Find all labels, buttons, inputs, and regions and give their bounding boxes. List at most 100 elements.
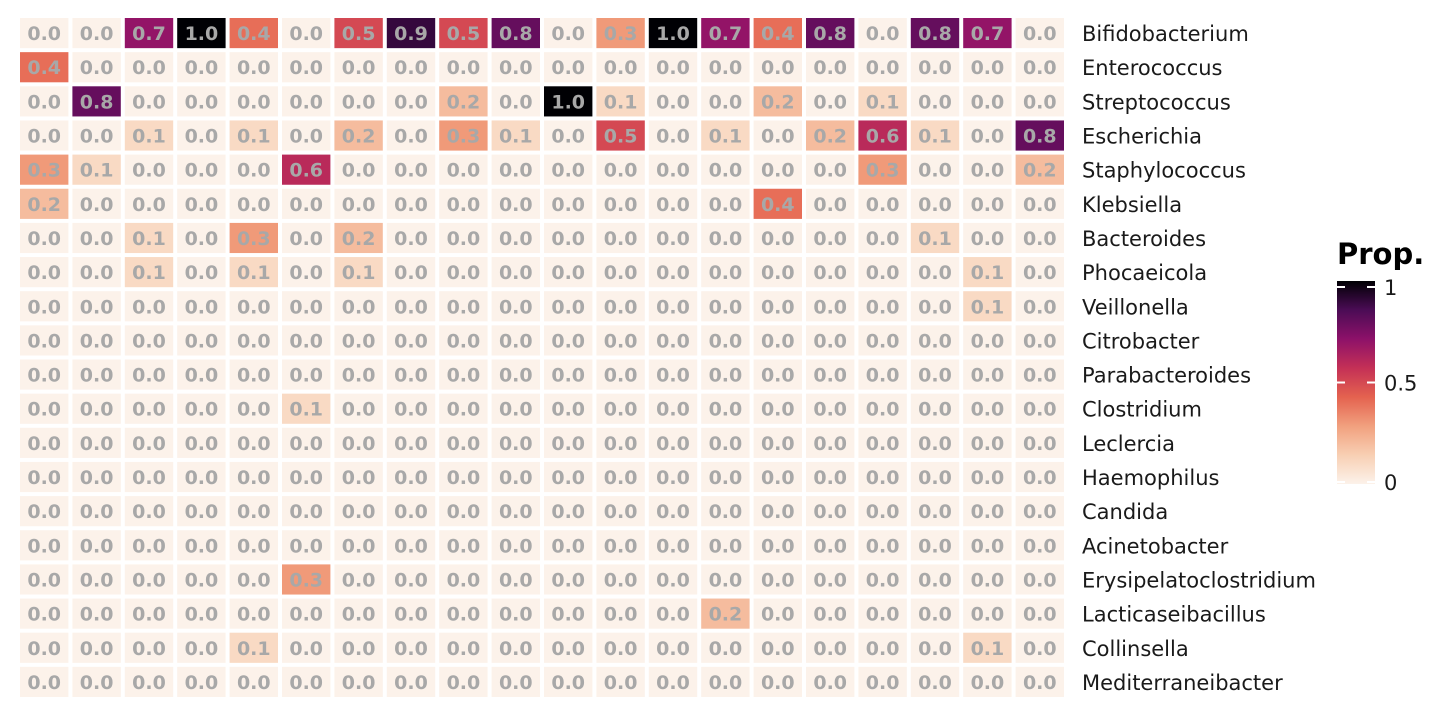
heatmap-cell-label: 0.0	[551, 262, 585, 284]
heatmap-cell: 0.0	[72, 598, 121, 629]
heatmap-cell: 0.0	[491, 564, 540, 595]
heatmap-cell: 0.0	[282, 359, 331, 390]
heatmap-cell-fill	[648, 530, 698, 561]
heatmap-cell: 0.0	[1015, 257, 1064, 288]
heatmap-cell-label: 0.0	[656, 262, 690, 284]
heatmap-cell: 0.0	[229, 564, 278, 595]
heatmap-cell-label: 0.1	[499, 126, 533, 148]
heatmap-cell-fill	[177, 154, 226, 185]
heatmap-cell-label: 0.0	[709, 228, 743, 250]
heatmap-cell-label: 0.3	[27, 160, 61, 182]
heatmap-cell-fill	[20, 257, 69, 288]
heatmap-cell: 0.0	[858, 598, 907, 629]
heatmap-cell: 0.0	[439, 52, 488, 83]
heatmap-cell-fill	[20, 325, 69, 356]
heatmap-cell: 0.0	[229, 359, 278, 390]
heatmap-cell: 0.0	[701, 86, 750, 117]
heatmap-cell-label: 0.0	[1023, 228, 1057, 250]
heatmap-cell: 0.0	[648, 564, 698, 595]
heatmap-cell: 0.0	[753, 257, 802, 288]
heatmap-cell-label: 0.0	[447, 194, 481, 216]
heatmap-cell-fill	[386, 188, 436, 219]
heatmap-cell-label: 0.0	[761, 126, 795, 148]
heatmap-cell-label: 0.0	[1023, 672, 1057, 694]
heatmap-cell-fill	[124, 427, 174, 458]
row-label: Candida	[1082, 500, 1168, 524]
heatmap-cell-fill	[910, 18, 960, 49]
heatmap-cell: 0.0	[910, 359, 960, 390]
heatmap-cell-label: 0.0	[27, 672, 61, 694]
heatmap-cell: 0.0	[963, 393, 1012, 424]
heatmap-cell: 0.0	[701, 393, 750, 424]
heatmap-cell-fill	[858, 598, 907, 629]
heatmap-cell: 0.0	[753, 222, 802, 254]
heatmap-cell: 0.0	[491, 359, 540, 390]
heatmap-cell-fill	[72, 154, 121, 185]
heatmap-cell-label: 0.0	[394, 228, 428, 250]
heatmap-cell: 0.2	[1015, 154, 1064, 185]
heatmap-cell: 0.0	[124, 530, 174, 561]
heatmap-cell: 0.0	[701, 222, 750, 254]
heatmap-cell-label: 0.8	[1023, 126, 1057, 148]
heatmap-cell-fill	[334, 154, 383, 185]
heatmap-cell-fill	[858, 18, 907, 49]
heatmap-cell: 0.0	[701, 666, 750, 697]
heatmap-cell-label: 0.0	[185, 604, 219, 626]
heatmap-cell: 0.0	[282, 86, 331, 117]
row-label: Erysipelatoclostridium	[1082, 568, 1316, 592]
heatmap-cell: 0.0	[596, 188, 645, 219]
heatmap-cell-fill	[491, 461, 540, 493]
heatmap-cell-label: 0.0	[80, 262, 114, 284]
heatmap-cell-fill	[177, 461, 226, 493]
heatmap-cell: 0.0	[596, 632, 645, 663]
heatmap-cell-fill	[806, 154, 855, 185]
heatmap-cell: 0.1	[963, 632, 1012, 663]
heatmap-cell-fill	[596, 359, 645, 390]
heatmap-cell-label: 0.0	[342, 433, 376, 455]
heatmap-cell-label: 0.0	[394, 433, 428, 455]
heatmap-cell-label: 0.0	[132, 194, 166, 216]
heatmap-cell: 0.0	[806, 257, 855, 288]
heatmap-cell-fill	[544, 52, 593, 83]
heatmap-cell: 0.0	[491, 393, 540, 424]
heatmap-cell-fill	[648, 222, 698, 254]
heatmap-cell-label: 0.0	[656, 296, 690, 318]
heatmap-cell-fill	[491, 632, 540, 663]
heatmap-cell-fill	[177, 359, 226, 390]
heatmap-cell: 0.0	[753, 291, 802, 322]
heatmap-cell: 0.0	[648, 393, 698, 424]
heatmap-cell-fill	[72, 359, 121, 390]
heatmap-cell-label: 0.0	[761, 433, 795, 455]
heatmap-cell-label: 0.0	[185, 365, 219, 387]
heatmap-cell-fill	[806, 325, 855, 356]
heatmap-cell-fill	[910, 598, 960, 629]
heatmap-cell: 0.0	[544, 325, 593, 356]
heatmap-cell-fill	[648, 188, 698, 219]
heatmap-cell: 0.0	[753, 359, 802, 390]
heatmap-cell-fill	[858, 86, 907, 117]
heatmap-cell: 0.0	[910, 188, 960, 219]
heatmap-cell: 0.0	[648, 530, 698, 561]
heatmap-cell: 0.0	[1015, 530, 1064, 561]
heatmap-cell: 0.0	[648, 222, 698, 254]
heatmap-cell: 0.0	[858, 461, 907, 493]
heatmap-cell-fill	[439, 530, 488, 561]
heatmap-cell: 0.0	[910, 393, 960, 424]
heatmap-cell-fill	[753, 666, 802, 697]
heatmap-cell-fill	[806, 18, 855, 49]
heatmap-cell-fill	[701, 666, 750, 697]
heatmap-cell: 0.0	[963, 325, 1012, 356]
heatmap-cell-label: 0.0	[656, 569, 690, 591]
heatmap-cell-label: 0.9	[394, 23, 428, 45]
heatmap-cell-fill	[177, 530, 226, 561]
heatmap-cell-label: 0.0	[237, 433, 271, 455]
heatmap-cell-fill	[806, 461, 855, 493]
heatmap-cell: 0.0	[544, 393, 593, 424]
heatmap-cell-label: 0.0	[551, 194, 585, 216]
heatmap-cell: 0.0	[544, 427, 593, 458]
heatmap-cell-label: 0.0	[709, 399, 743, 421]
heatmap-cell-fill	[963, 461, 1012, 493]
heatmap-cell: 0.0	[596, 291, 645, 322]
heatmap-cell-fill	[1015, 257, 1064, 288]
heatmap-cell-fill	[72, 18, 121, 49]
